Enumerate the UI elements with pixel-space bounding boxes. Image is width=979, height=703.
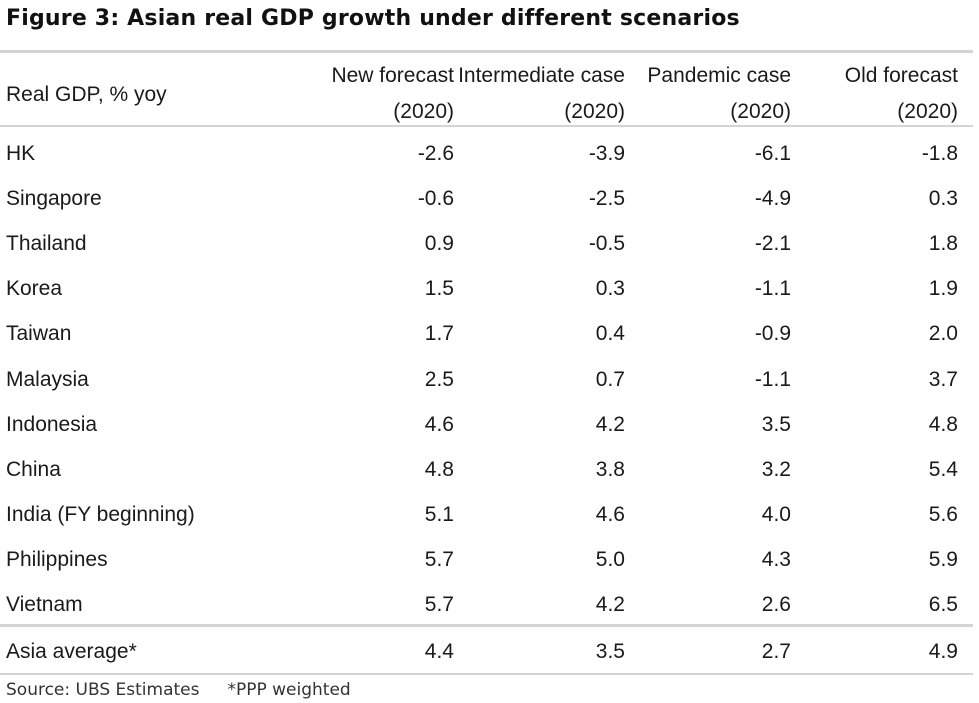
table-cell: 5.7 <box>424 593 454 616</box>
table-row-label: Vietnam <box>6 593 83 616</box>
table-cell: 4.8 <box>928 413 958 436</box>
column-header-line1: Intermediate case <box>458 64 625 87</box>
column-header-old-forecast: Old forecast (2020) <box>845 63 958 125</box>
table-cell: 4.0 <box>761 503 791 526</box>
table-cell: -1.1 <box>754 277 791 300</box>
table-cell: 3.5 <box>595 640 625 663</box>
table-row-label: India (FY beginning) <box>6 503 195 526</box>
table-row-label: Indonesia <box>6 413 98 436</box>
column-header-line1: New forecast <box>331 64 454 87</box>
table-cell: -1.1 <box>754 368 791 391</box>
bottom-rule <box>0 673 973 675</box>
table-row-label: Taiwan <box>6 322 72 345</box>
table-cell: 2.0 <box>928 322 958 345</box>
table-cell: 5.4 <box>928 458 958 481</box>
table-cell: 1.5 <box>424 277 454 300</box>
table-cell: 4.6 <box>595 503 625 526</box>
table-cell: 0.4 <box>595 322 625 345</box>
column-header-line2: (2020) <box>393 100 454 123</box>
table-row-label: Malaysia <box>6 368 89 391</box>
table-cell: 3.5 <box>761 413 791 436</box>
table-cell: 4.9 <box>928 640 958 663</box>
table-cell: 0.3 <box>928 187 958 210</box>
column-header-line2: (2020) <box>564 100 625 123</box>
table-cell: 3.8 <box>595 458 625 481</box>
table-row-label: Thailand <box>6 232 87 255</box>
table-cell: -0.6 <box>417 187 454 210</box>
table-cell: -1.8 <box>921 142 958 165</box>
table-cell: 4.2 <box>595 413 625 436</box>
table-cell: 3.7 <box>928 368 958 391</box>
table-cell: 5.0 <box>595 548 625 571</box>
row-header: Real GDP, % yoy <box>6 83 167 106</box>
table-cell: 1.7 <box>424 322 454 345</box>
table-row-label: China <box>6 458 61 481</box>
table-cell: 4.2 <box>595 593 625 616</box>
table-cell: 1.9 <box>928 277 958 300</box>
column-header-line1: Pandemic case <box>647 64 791 87</box>
table-row-label: Korea <box>6 277 63 300</box>
figure-title: Figure 3: Asian real GDP growth under di… <box>6 6 740 31</box>
table-cell: 0.9 <box>424 232 454 255</box>
table-cell: 2.5 <box>424 368 454 391</box>
column-header-pandemic-case: Pandemic case (2020) <box>647 63 791 125</box>
header-rule <box>0 125 973 127</box>
table-cell: -0.5 <box>588 232 625 255</box>
table-cell: -0.9 <box>754 322 791 345</box>
table-cell: 2.6 <box>761 593 791 616</box>
column-header-line2: (2020) <box>730 100 791 123</box>
table-row-label: Singapore <box>6 187 102 210</box>
table-cell: -3.9 <box>588 142 625 165</box>
summary-rule <box>0 624 973 627</box>
table-cell: 5.6 <box>928 503 958 526</box>
table-cell: -2.1 <box>754 232 791 255</box>
table-cell: 4.8 <box>424 458 454 481</box>
table-row-label: HK <box>6 142 36 165</box>
table-cell: 5.1 <box>424 503 454 526</box>
source-text: Source: UBS Estimates <box>6 680 200 700</box>
summary-row-label: Asia average* <box>6 640 137 663</box>
top-rule <box>0 50 973 53</box>
table-cell: 6.5 <box>928 593 958 616</box>
column-header-line1: Old forecast <box>844 64 958 87</box>
table-cell: -4.9 <box>754 187 791 210</box>
table-cell: 5.9 <box>928 548 958 571</box>
table-cell: 4.3 <box>761 548 791 571</box>
table-cell: 4.6 <box>424 413 454 436</box>
table-cell: 5.7 <box>424 548 454 571</box>
table-row-label: Philippines <box>6 548 108 571</box>
column-header-new-forecast: New forecast (2020) <box>331 63 454 125</box>
table-cell: -2.6 <box>417 142 454 165</box>
table-cell: 4.4 <box>424 640 454 663</box>
table-cell: 0.7 <box>595 368 625 391</box>
column-header-intermediate-case: Intermediate case (2020) <box>458 63 625 125</box>
footnote-text: *PPP weighted <box>227 680 351 700</box>
table-cell: -6.1 <box>754 142 791 165</box>
table-cell: 3.2 <box>761 458 791 481</box>
table-cell: 0.3 <box>595 277 625 300</box>
table-cell: 2.7 <box>761 640 791 663</box>
table-cell: 1.8 <box>928 232 958 255</box>
source-footer: Source: UBS Estimates *PPP weighted <box>6 680 351 700</box>
column-header-line2: (2020) <box>897 100 958 123</box>
table-cell: -2.5 <box>588 187 625 210</box>
